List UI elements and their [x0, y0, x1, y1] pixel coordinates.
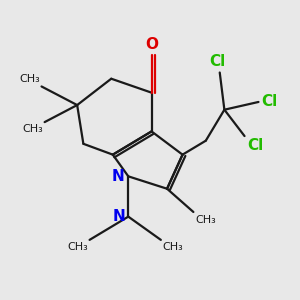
Text: CH₃: CH₃ — [67, 242, 88, 252]
Text: CH₃: CH₃ — [195, 215, 216, 225]
Text: O: O — [145, 37, 158, 52]
Text: CH₃: CH₃ — [162, 242, 183, 252]
Text: Cl: Cl — [248, 138, 264, 153]
Text: Cl: Cl — [262, 94, 278, 110]
Text: Cl: Cl — [209, 54, 225, 69]
Text: CH₃: CH₃ — [22, 124, 43, 134]
Text: CH₃: CH₃ — [19, 74, 40, 84]
Text: N: N — [113, 209, 126, 224]
Text: N: N — [112, 169, 124, 184]
